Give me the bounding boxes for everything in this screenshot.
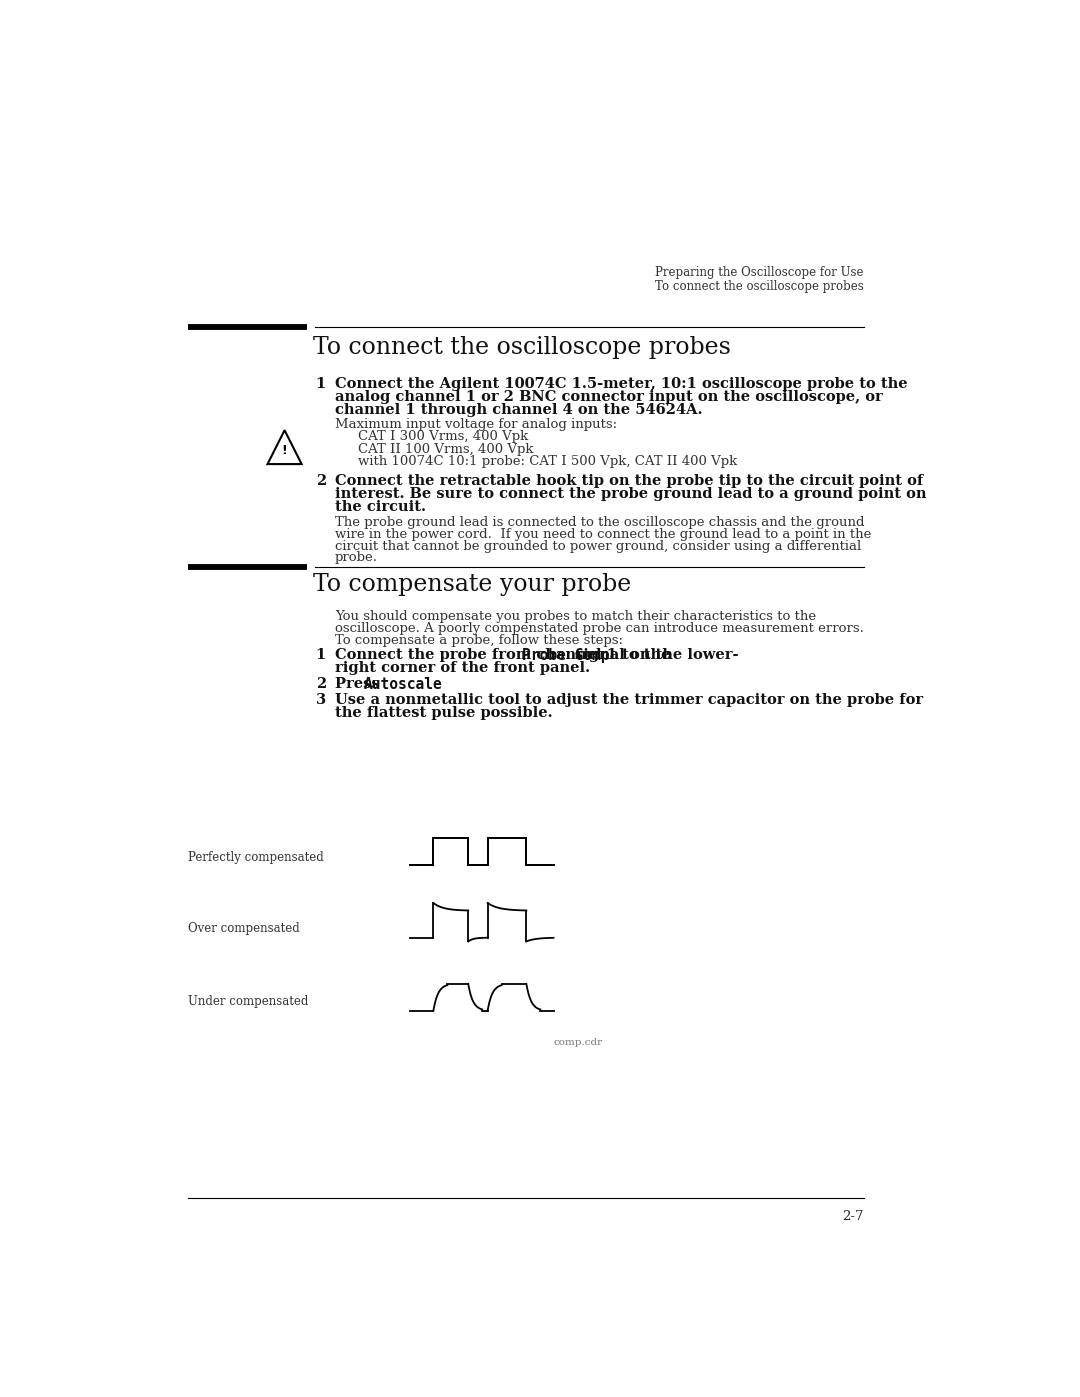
Text: the flattest pulse possible.: the flattest pulse possible.	[335, 705, 553, 719]
Text: Connect the Agilent 10074C 1.5-meter, 10:1 oscilloscope probe to the: Connect the Agilent 10074C 1.5-meter, 10…	[335, 377, 907, 391]
Text: oscilloscope. A poorly compenstated probe can introduce measurement errors.: oscilloscope. A poorly compenstated prob…	[335, 622, 864, 636]
Text: 3: 3	[315, 693, 326, 707]
Text: !: !	[282, 444, 287, 457]
Text: 2: 2	[315, 474, 326, 488]
Text: 2-7: 2-7	[842, 1210, 864, 1224]
Text: Autoscale: Autoscale	[364, 676, 443, 692]
Text: wire in the power cord.  If you need to connect the ground lead to a point in th: wire in the power cord. If you need to c…	[335, 528, 872, 541]
Text: CAT II 100 Vrms, 400 Vpk: CAT II 100 Vrms, 400 Vpk	[359, 443, 534, 455]
Text: Preparing the Oscilloscope for Use: Preparing the Oscilloscope for Use	[654, 267, 864, 279]
Text: signal on the lower-: signal on the lower-	[576, 648, 739, 662]
Text: Press: Press	[335, 676, 384, 690]
Text: 1: 1	[315, 377, 326, 391]
Text: Probe Comp: Probe Comp	[523, 648, 610, 664]
Text: 2: 2	[315, 676, 326, 690]
Text: You should compensate you probes to match their characteristics to the: You should compensate you probes to matc…	[335, 610, 816, 623]
Text: right corner of the front panel.: right corner of the front panel.	[335, 661, 590, 675]
Text: Maximum input voltage for analog inputs:: Maximum input voltage for analog inputs:	[335, 418, 617, 430]
Text: Over compensated: Over compensated	[188, 922, 299, 935]
Text: Connect the retractable hook tip on the probe tip to the circuit point of: Connect the retractable hook tip on the …	[335, 474, 923, 488]
Text: probe.: probe.	[335, 552, 378, 564]
Text: CAT I 300 Vrms, 400 Vpk: CAT I 300 Vrms, 400 Vpk	[359, 430, 528, 443]
Text: Perfectly compensated: Perfectly compensated	[188, 851, 323, 865]
Text: To connect the oscilloscope probes: To connect the oscilloscope probes	[654, 279, 864, 293]
Text: circuit that cannot be grounded to power ground, consider using a differential: circuit that cannot be grounded to power…	[335, 539, 861, 553]
Text: 1: 1	[315, 648, 326, 662]
Text: the circuit.: the circuit.	[335, 500, 426, 514]
Text: channel 1 through channel 4 on the 54624A.: channel 1 through channel 4 on the 54624…	[335, 404, 702, 418]
Text: To compensate a probe, follow these steps:: To compensate a probe, follow these step…	[335, 634, 623, 647]
Text: comp.cdr: comp.cdr	[554, 1038, 603, 1046]
Text: Connect the probe from channel 1 to the: Connect the probe from channel 1 to the	[335, 648, 676, 662]
Text: Under compensated: Under compensated	[188, 996, 308, 1009]
Text: The probe ground lead is connected to the oscilloscope chassis and the ground: The probe ground lead is connected to th…	[335, 515, 864, 528]
Text: with 10074C 10:1 probe: CAT I 500 Vpk, CAT II 400 Vpk: with 10074C 10:1 probe: CAT I 500 Vpk, C…	[359, 455, 738, 468]
Text: analog channel 1 or 2 BNC connector input on the oscilloscope, or: analog channel 1 or 2 BNC connector inpu…	[335, 390, 882, 404]
Text: To compensate your probe: To compensate your probe	[313, 573, 632, 597]
Text: Use a nonmetallic tool to adjust the trimmer capacitor on the probe for: Use a nonmetallic tool to adjust the tri…	[335, 693, 923, 707]
Text: To connect the oscilloscope probes: To connect the oscilloscope probes	[313, 335, 731, 359]
Text: interest. Be sure to connect the probe ground lead to a ground point on: interest. Be sure to connect the probe g…	[335, 488, 927, 502]
